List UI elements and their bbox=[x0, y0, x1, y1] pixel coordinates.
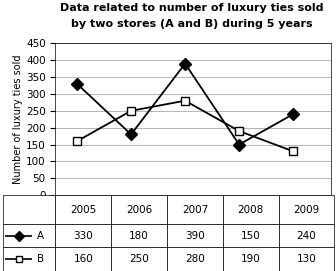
Text: 240: 240 bbox=[297, 231, 316, 241]
Bar bbox=[223, 247, 279, 271]
Text: 150: 150 bbox=[241, 231, 260, 241]
Text: 180: 180 bbox=[129, 231, 149, 241]
Bar bbox=[3, 224, 55, 247]
Text: 160: 160 bbox=[74, 254, 93, 264]
Text: 2005: 2005 bbox=[70, 205, 96, 215]
Bar bbox=[3, 195, 55, 224]
Bar bbox=[55, 195, 111, 224]
Bar bbox=[111, 224, 167, 247]
Text: 2007: 2007 bbox=[182, 205, 208, 215]
Text: 2006: 2006 bbox=[126, 205, 152, 215]
Bar bbox=[55, 224, 111, 247]
Bar bbox=[3, 247, 55, 271]
Bar bbox=[279, 195, 334, 224]
Text: 280: 280 bbox=[185, 254, 205, 264]
Y-axis label: Number of luxury ties sold: Number of luxury ties sold bbox=[13, 54, 23, 184]
Text: 190: 190 bbox=[241, 254, 260, 264]
Text: by two stores (A and B) during 5 years: by two stores (A and B) during 5 years bbox=[71, 19, 312, 29]
Text: 2009: 2009 bbox=[293, 205, 320, 215]
Text: 2008: 2008 bbox=[238, 205, 264, 215]
Text: B: B bbox=[37, 254, 44, 264]
Text: 250: 250 bbox=[129, 254, 149, 264]
Bar bbox=[111, 247, 167, 271]
Bar bbox=[223, 195, 279, 224]
Text: A: A bbox=[37, 231, 44, 241]
Bar bbox=[223, 224, 279, 247]
Text: Data related to number of luxury ties sold: Data related to number of luxury ties so… bbox=[60, 3, 323, 13]
Text: 330: 330 bbox=[74, 231, 93, 241]
Bar bbox=[55, 247, 111, 271]
Bar bbox=[167, 224, 223, 247]
Bar bbox=[279, 247, 334, 271]
Bar bbox=[167, 195, 223, 224]
Text: 130: 130 bbox=[297, 254, 316, 264]
Bar bbox=[167, 247, 223, 271]
Bar bbox=[279, 224, 334, 247]
Bar bbox=[111, 195, 167, 224]
Text: 390: 390 bbox=[185, 231, 205, 241]
